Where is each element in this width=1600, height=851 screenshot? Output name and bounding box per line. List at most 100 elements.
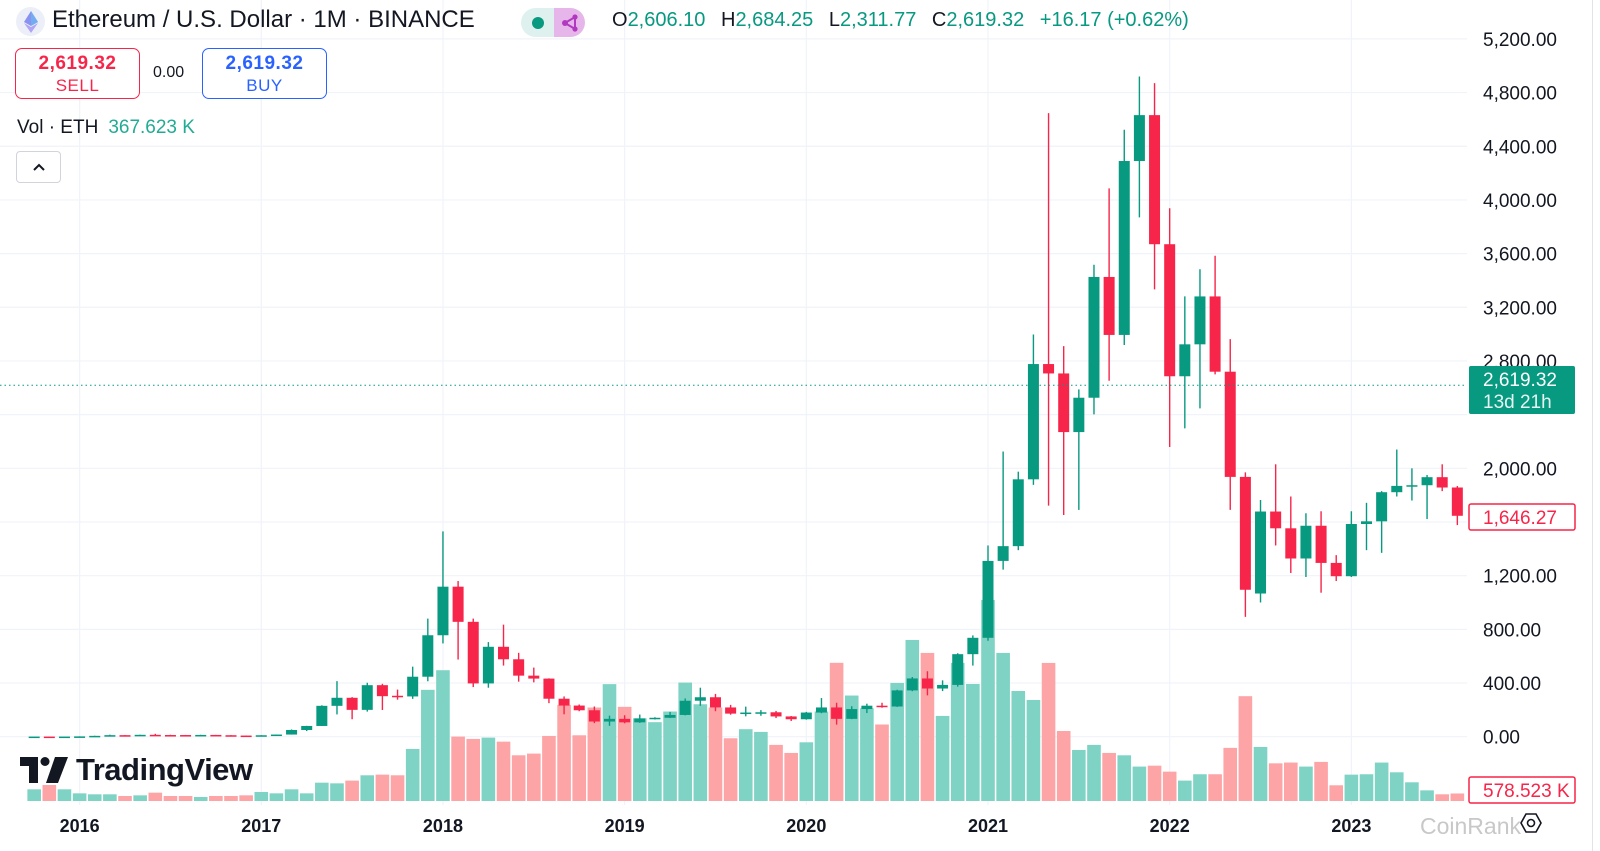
candle [498, 624, 510, 666]
candle-body [876, 705, 888, 708]
share-nodes-icon[interactable] [554, 8, 585, 37]
candle-body [270, 734, 282, 737]
candle [513, 652, 525, 682]
candle-body [1376, 492, 1388, 522]
volume-bar [87, 794, 102, 801]
volume-bar [148, 792, 163, 801]
candle-body [437, 586, 449, 636]
settings-icon[interactable] [1520, 812, 1542, 834]
candle [1224, 339, 1236, 510]
symbol-title[interactable]: Ethereum / U.S. Dollar · 1M · BINANCE [52, 6, 475, 33]
window-edge [1592, 0, 1593, 851]
candle-body [240, 735, 252, 738]
volume-bar [284, 789, 299, 801]
volume-bar [693, 704, 708, 801]
candle-body [467, 621, 479, 684]
y-tick-label: 3,200.00 [1483, 298, 1557, 319]
candle-body [588, 710, 600, 722]
volume-bar [360, 775, 375, 801]
volume-bar [1072, 749, 1086, 801]
last-price-value: 2,619.32 [1483, 370, 1557, 391]
candle-body [1043, 364, 1055, 374]
candle [1164, 208, 1176, 447]
candle-body [679, 700, 691, 715]
volume-bar [163, 796, 178, 801]
candle [1421, 475, 1433, 520]
candle-body [861, 705, 873, 710]
candle [952, 653, 964, 687]
volume-bar [1253, 746, 1268, 801]
open-label: O [612, 9, 628, 31]
candle [755, 710, 767, 716]
collapse-legend-button[interactable] [16, 151, 61, 183]
tradingview-wordmark: TradingView [76, 752, 253, 787]
buy-label: BUY [246, 76, 283, 95]
candle [1376, 491, 1388, 553]
candle [1027, 334, 1039, 485]
candle [392, 689, 404, 700]
volume-bar [1284, 762, 1298, 801]
candle-body [604, 718, 615, 722]
candle-body [498, 646, 510, 660]
candle-body [785, 716, 797, 720]
candle [74, 736, 86, 738]
close-value: 2,619.32 [946, 9, 1025, 31]
buy-button[interactable]: 2,619.32 BUY [202, 48, 327, 99]
y-tick-label: 5,200.00 [1483, 30, 1557, 51]
candle [588, 706, 600, 724]
x-tick-label: 2017 [241, 816, 281, 836]
volume-bar [557, 704, 571, 801]
candle-body [225, 735, 237, 737]
candle-body [1285, 528, 1297, 559]
volume-bar [451, 736, 465, 801]
chevron-up-icon [32, 163, 45, 171]
candle-body [1194, 296, 1206, 345]
candle [1330, 555, 1342, 582]
candle-body [846, 709, 858, 719]
candle [664, 711, 676, 719]
volume-bar [436, 670, 450, 801]
volume-bar [844, 695, 859, 801]
candle-body [1239, 476, 1251, 590]
volume-bar [511, 755, 526, 801]
volume-bar [1178, 780, 1192, 801]
candle [1239, 472, 1251, 617]
candle-body [1133, 115, 1145, 162]
candle [331, 681, 343, 715]
candle [1149, 83, 1161, 290]
candle-body [528, 675, 540, 679]
volume-bar [1011, 691, 1026, 801]
time-axis[interactable]: 2016 2017 2018 2019 2020 2021 2022 2023 [60, 816, 1372, 836]
sell-button[interactable]: 2,619.32 SELL [15, 48, 140, 99]
volume-bar [57, 789, 72, 801]
volume-bar [723, 738, 738, 801]
candle-body [1164, 244, 1176, 377]
candle-body [452, 586, 464, 622]
status-pill[interactable] [521, 8, 585, 37]
candles [28, 76, 1463, 739]
candle [1194, 269, 1206, 409]
volume-bar [224, 796, 238, 801]
candle [634, 714, 646, 723]
price-axis[interactable]: 5,200.00 4,800.00 4,400.00 4,000.00 3,600.00… [1483, 30, 1557, 749]
candle [210, 734, 222, 737]
x-tick-label: 2023 [1331, 816, 1371, 836]
volume-bar [799, 742, 814, 801]
candle-body [1149, 115, 1161, 245]
candle-body [619, 718, 631, 723]
volume-legend[interactable]: Vol · ETH 367.623 K [17, 117, 195, 139]
candle-body [134, 734, 146, 737]
candle-body [770, 712, 782, 717]
volume-bars [27, 599, 1465, 801]
candle-body [1406, 485, 1418, 487]
candle-body [906, 678, 918, 691]
volume-bar [587, 707, 602, 801]
y-tick-label: 3,600.00 [1483, 245, 1557, 266]
candle-body [1088, 276, 1100, 398]
candle [255, 735, 267, 737]
candle [1270, 464, 1282, 546]
candle [437, 531, 449, 644]
candle [694, 687, 706, 706]
volume-legend-label: Vol · ETH [17, 117, 99, 138]
